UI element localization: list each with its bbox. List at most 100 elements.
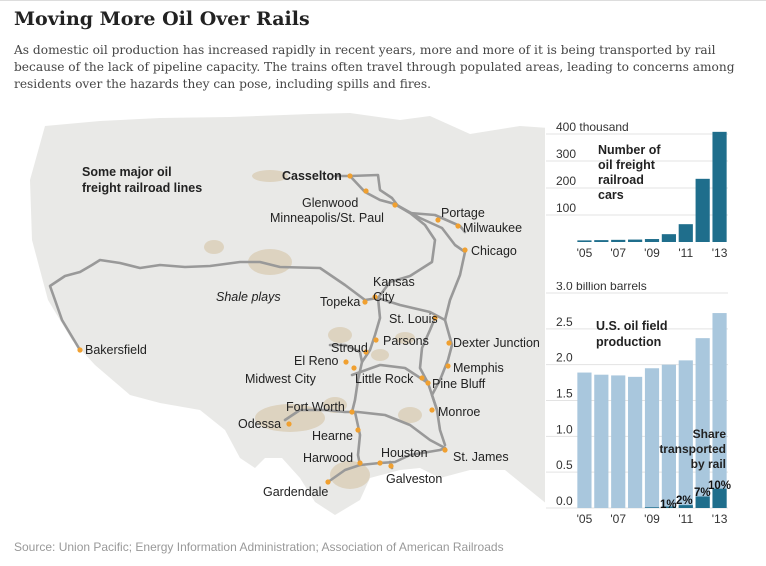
- c1-ytick-label: 100: [556, 201, 576, 215]
- city-label-hearne: Hearne: [312, 429, 353, 443]
- map-legend-line2: freight railroad lines: [82, 181, 202, 195]
- rail-line-kc-east: [376, 296, 447, 322]
- c1-bar: [661, 234, 676, 242]
- source-note: Source: Union Pacific; Energy Informatio…: [14, 540, 504, 554]
- city-label-little-rock: Little Rock: [355, 372, 414, 386]
- c1-ytick-label: 200: [556, 174, 576, 188]
- rail-line-chicago: [393, 202, 467, 412]
- top-rule: [0, 0, 766, 1]
- city-dot-midwest-city: [351, 365, 357, 371]
- city-dot-milwaukee: [455, 223, 461, 229]
- city-label-portage: Portage: [441, 206, 485, 220]
- city-label-midwest-city: Midwest City: [245, 372, 317, 386]
- city-label-minneapolis: Minneapolis/St. Paul: [270, 211, 384, 225]
- c2-xtick-label: '13: [712, 512, 728, 526]
- city-label-pine-bluff: Pine Bluff: [432, 377, 486, 391]
- city-dot-pine-bluff: [425, 380, 431, 386]
- shale-granite-wash: [328, 327, 352, 343]
- city-dot-galveston: [388, 463, 394, 469]
- city-dot-memphis: [445, 363, 451, 369]
- c1-xtick-label: '07: [610, 246, 626, 260]
- c2-bar: [678, 360, 693, 508]
- c2-ytick-label: 3.0 billion barrels: [556, 282, 647, 293]
- c1-bar: [577, 240, 592, 242]
- city-label-fort-worth: Fort Worth: [286, 400, 345, 414]
- rail-line-west: [48, 258, 380, 352]
- city-label-casselton: Casselton: [282, 169, 342, 183]
- city-dot-topeka: [362, 299, 368, 305]
- page-title: Moving More Oil Over Rails: [14, 8, 310, 30]
- city-dot-kansas-city: [372, 294, 378, 300]
- shale-barnett: [323, 397, 347, 413]
- c1-xtick-label: '13: [712, 246, 728, 260]
- shale-eagle-ford: [330, 461, 370, 489]
- share-label-2013: 10%: [708, 480, 731, 492]
- c2-ytick-label: 1.5: [556, 387, 573, 401]
- city-dot-houston: [377, 460, 383, 466]
- city-dot-gardendale: [325, 479, 331, 485]
- city-label-harwood: Harwood: [303, 451, 353, 465]
- c2-rail-bar: [712, 488, 727, 508]
- shale-fayetteville: [395, 332, 415, 344]
- c2-ytick-label: 2.0: [556, 351, 573, 365]
- rail-line-north: [348, 174, 437, 300]
- c2-xtick-label: '11: [678, 512, 693, 526]
- city-dot-portage: [435, 217, 441, 223]
- c1-bar: [594, 240, 609, 242]
- shale-bakken: [252, 170, 288, 182]
- city-dot-parsons: [373, 337, 379, 343]
- rail-line-stlouis: [418, 316, 437, 385]
- city-label-stroud: Stroud: [331, 341, 368, 355]
- page-subtitle: As domestic oil production has increased…: [14, 43, 735, 91]
- c2-ytick-label: 0.5: [556, 458, 573, 472]
- city-dot-odessa: [286, 421, 292, 427]
- c2-bar: [628, 376, 643, 508]
- rail-line-kc-south: [350, 296, 382, 414]
- c2-bar: [661, 364, 676, 508]
- city-label-dexter: Dexter Junction: [453, 336, 540, 350]
- us-rail-map: Some major oil freight railroad lines Sh…: [30, 113, 545, 515]
- share-title-line3: by rail: [691, 457, 726, 471]
- production-title-line1: U.S. oil field: [596, 319, 668, 333]
- c1-bar: [712, 131, 727, 242]
- c1-ytick-label: 400 thousand: [556, 120, 629, 134]
- c1-bar: [611, 239, 626, 242]
- shale-niobrara-2: [248, 249, 292, 275]
- rail-line-casselton: [333, 173, 467, 234]
- city-dot-st-james: [442, 447, 448, 453]
- rail-line-gulf: [326, 446, 447, 484]
- city-label-glenwood: Glenwood: [302, 196, 358, 210]
- city-dot-glenwood: [363, 188, 369, 194]
- city-dot-st-louis: [432, 315, 438, 321]
- city-dot-chicago: [462, 247, 468, 253]
- c2-bar: [577, 372, 592, 508]
- c1-bar: [628, 239, 643, 242]
- shale-haynesville: [398, 407, 422, 423]
- c2-rail-bar: [644, 507, 660, 508]
- c2-rail-bar: [661, 506, 676, 508]
- map-legend-line1: Some major oil: [82, 165, 172, 179]
- c2-bar: [611, 375, 626, 508]
- city-dot-stroud: [363, 349, 369, 355]
- c1-bar: [695, 178, 710, 242]
- rail-cars-title-line4: cars: [598, 188, 624, 202]
- city-dot-little-rock: [419, 375, 425, 381]
- rail-line-texas-south: [353, 410, 362, 467]
- share-label-2011: 2%: [676, 495, 693, 507]
- city-label-topeka: Topeka: [320, 295, 360, 309]
- city-dot-el-reno: [343, 359, 349, 365]
- share-label-2010: 1%: [660, 499, 677, 511]
- city-dot-hearne: [355, 427, 361, 433]
- rail-cars-title-line2: oil freight: [598, 158, 656, 172]
- rail-cars-title-line3: railroad: [598, 173, 644, 187]
- production-title-line2: production: [596, 335, 661, 349]
- c1-xtick-label: '11: [678, 246, 693, 260]
- city-dot-fort-worth: [349, 409, 355, 415]
- c2-xtick-label: '05: [577, 512, 593, 526]
- c2-bar: [644, 368, 660, 508]
- city-dot-monroe: [429, 407, 435, 413]
- shale-anadarko: [371, 349, 389, 361]
- city-label-odessa: Odessa: [238, 417, 281, 431]
- city-label-parsons: Parsons: [383, 334, 429, 348]
- c1-ytick-label: 300: [556, 147, 576, 161]
